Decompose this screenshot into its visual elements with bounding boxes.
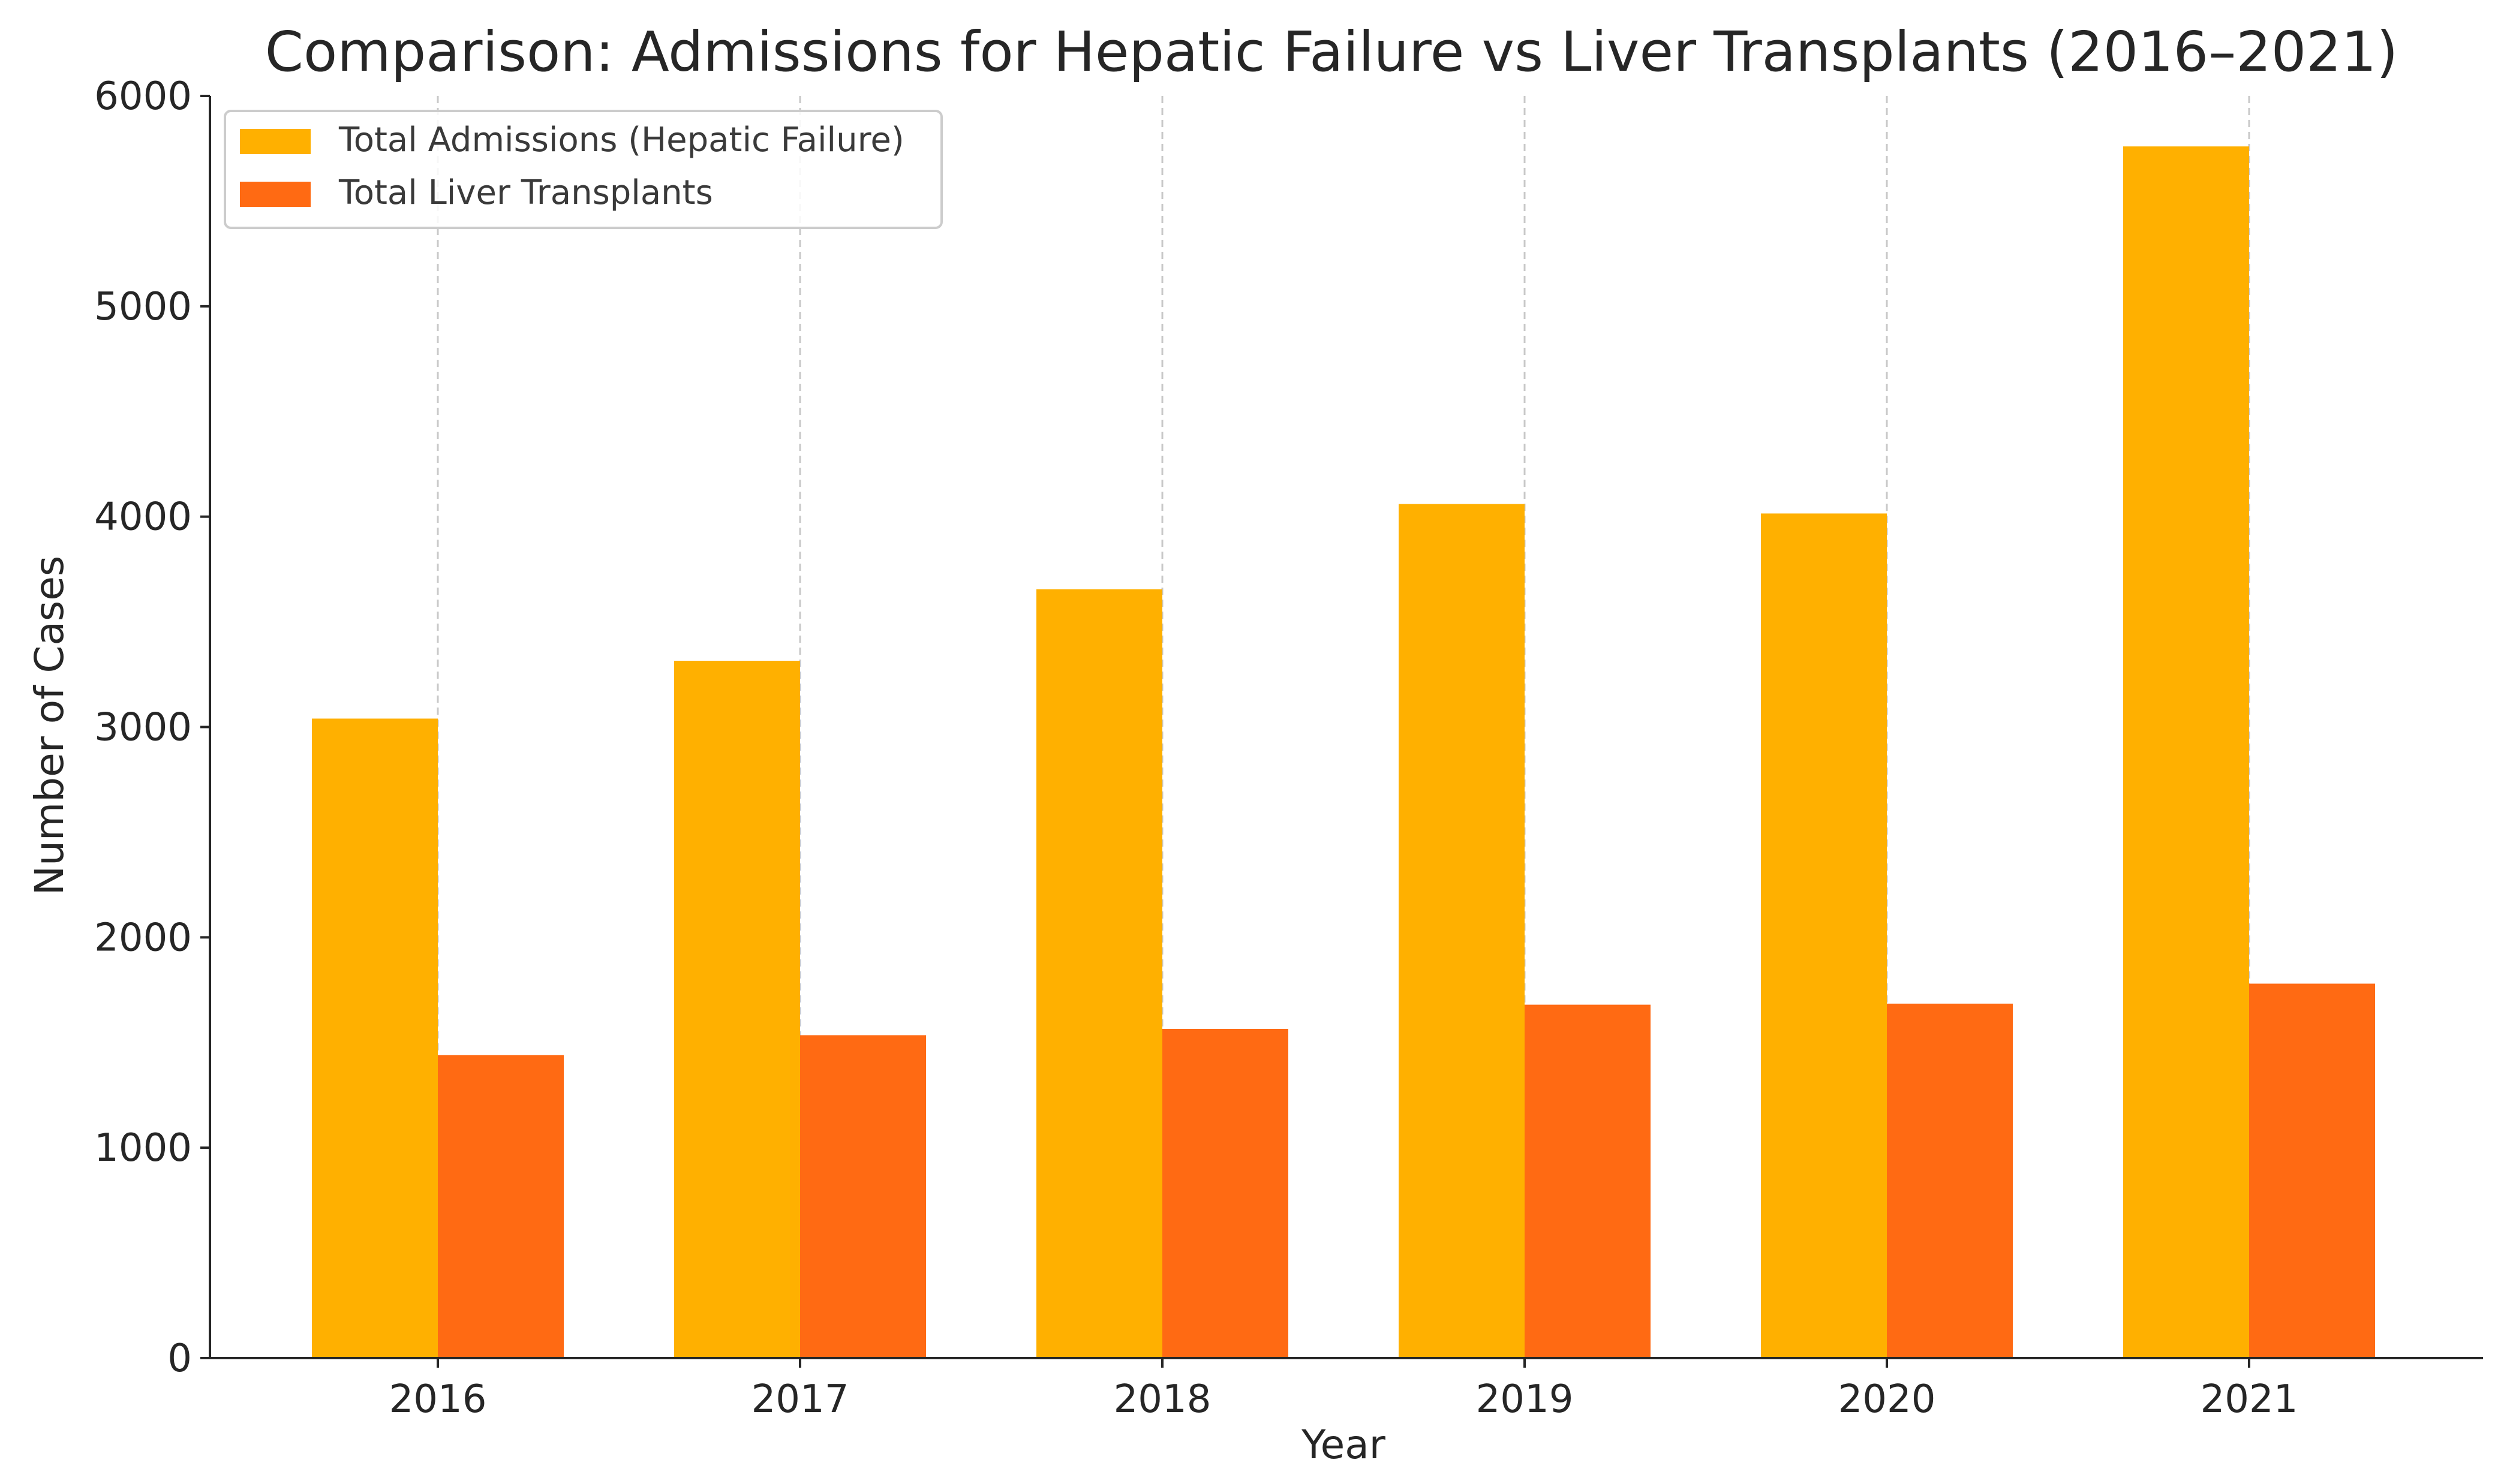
y-tick-label-3000: 3000 — [94, 706, 192, 750]
x-tick-label-2019: 2019 — [1476, 1377, 1574, 1422]
bar-admissions-2019 — [1399, 504, 1525, 1358]
y-tick-label-0: 0 — [167, 1336, 192, 1381]
x-tick-label-2020: 2020 — [1838, 1377, 1936, 1422]
bar-transplants-2019 — [1525, 1004, 1651, 1358]
chart-title: Comparison: Admissions for Hepatic Failu… — [265, 20, 2398, 84]
legend-swatch-admissions — [240, 129, 311, 154]
bar-admissions-2017 — [674, 660, 800, 1358]
y-tick-label-5000: 5000 — [94, 285, 192, 329]
x-tick-label-2017: 2017 — [752, 1377, 849, 1422]
bar-admissions-2020 — [1761, 513, 1887, 1358]
bar-admissions-2018 — [1036, 589, 1162, 1359]
y-tick-label-1000: 1000 — [94, 1126, 192, 1170]
bar-transplants-2020 — [1887, 1003, 2013, 1358]
x-axis-label: Year — [1301, 1422, 1386, 1468]
legend-swatch-transplants — [240, 182, 311, 207]
bar-transplants-2021 — [2249, 983, 2375, 1358]
bar-transplants-2016 — [438, 1055, 564, 1358]
legend-label-admissions: Total Admissions (Hepatic Failure) — [338, 121, 904, 159]
x-tick-label-2018: 2018 — [1114, 1377, 1212, 1422]
bars — [312, 146, 2375, 1359]
x-tick-label-2021: 2021 — [2201, 1377, 2298, 1422]
y-tick-label-2000: 2000 — [94, 916, 192, 960]
bar-admissions-2021 — [2123, 146, 2249, 1359]
axes: 0 1000 2000 3000 4000 5000 6000 2016 2017 2018 201… — [94, 74, 2483, 1422]
legend-box — [224, 110, 943, 229]
bar-transplants-2018 — [1162, 1028, 1288, 1358]
y-tick-label-4000: 4000 — [94, 495, 192, 540]
y-tick-label-6000: 6000 — [94, 74, 192, 119]
bar-transplants-2017 — [800, 1035, 926, 1358]
legend-label-transplants: Total Liver Transplants — [338, 173, 713, 212]
x-tick-label-2016: 2016 — [389, 1377, 487, 1422]
legend: Total Admissions (Hepatic Failure) Total … — [224, 110, 943, 229]
y-axis-label: Number of Cases — [26, 556, 73, 896]
bar-admissions-2016 — [312, 718, 438, 1358]
